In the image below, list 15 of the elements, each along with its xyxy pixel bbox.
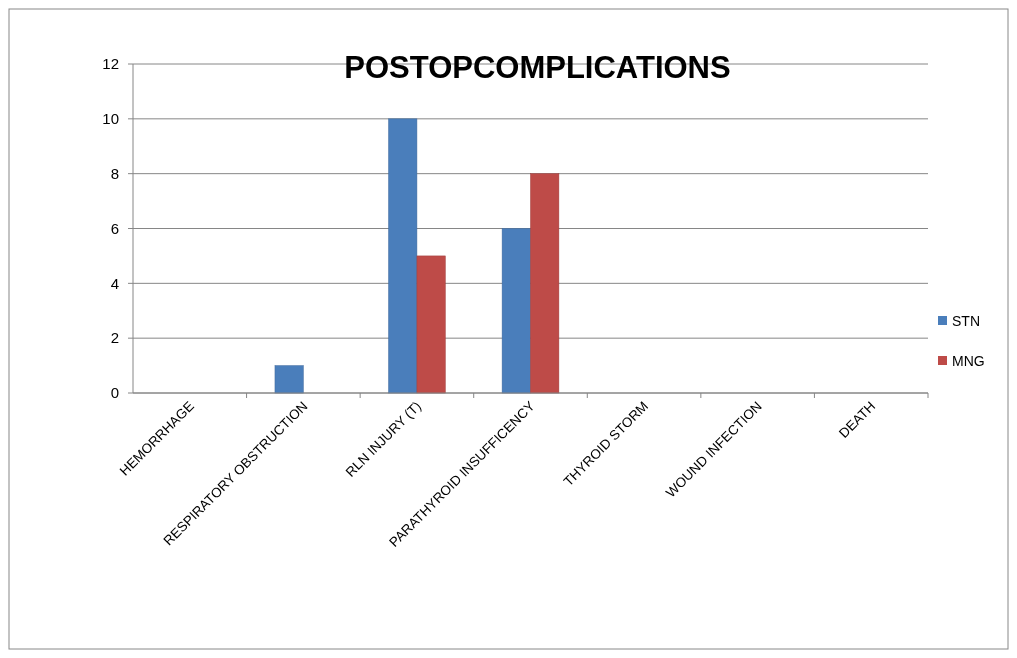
y-tick-label: 12 — [102, 55, 119, 73]
y-tick-label: 4 — [110, 274, 119, 292]
y-tick-label: 10 — [102, 110, 119, 128]
y-tick-label: 0 — [110, 384, 119, 402]
bar — [501, 228, 531, 394]
bar — [388, 118, 418, 394]
bar — [274, 365, 304, 394]
y-tick-label: 8 — [110, 164, 119, 182]
legend-label: MNG — [952, 352, 985, 369]
bar — [530, 173, 560, 394]
chart-title: POSTOPCOMPLICATIONS — [344, 50, 731, 85]
legend-label: STN — [952, 312, 980, 329]
y-tick-label: 2 — [110, 329, 119, 347]
y-tick-label: 6 — [110, 219, 119, 237]
bar — [416, 255, 446, 394]
